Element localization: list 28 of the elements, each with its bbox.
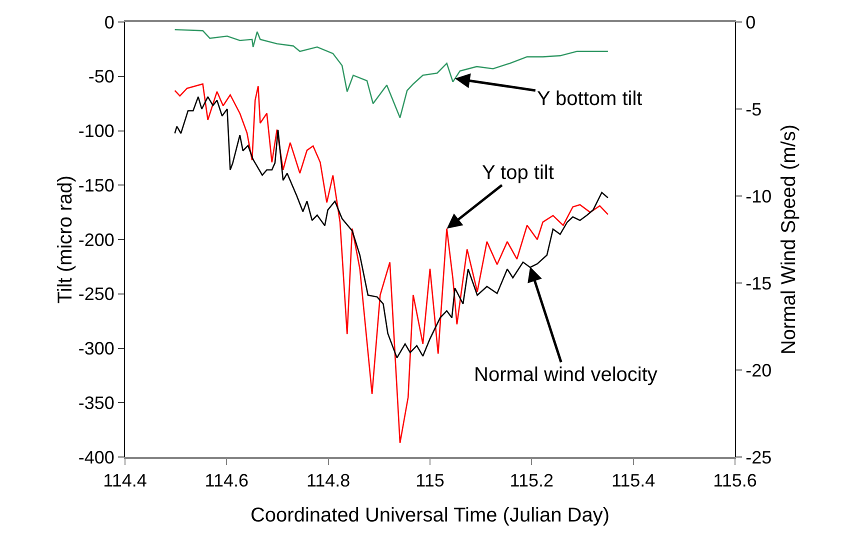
y-tick-label: -350 [78, 392, 114, 413]
y-tick-label: -100 [78, 121, 114, 142]
y-tick-label: -300 [78, 338, 114, 359]
y-tick-label: -400 [78, 447, 114, 468]
y-tick-label: -150 [78, 175, 114, 196]
annotation: Y bottom tilt [537, 88, 643, 110]
y2-axis-title: Normal Wind Speed (m/s) [778, 124, 800, 355]
annotation: Normal wind velocity [474, 364, 658, 386]
y2-tick-label: -25 [746, 447, 772, 468]
y2-tick-label: -15 [746, 273, 772, 294]
x-tick-label: 115 [416, 470, 444, 491]
x-tick-label: 114.8 [306, 470, 350, 491]
y-tick-label: -250 [78, 284, 114, 304]
y-tick-label: -200 [78, 230, 114, 250]
y-tick-label: -50 [88, 66, 114, 87]
annotation: Y top tilt [482, 162, 554, 184]
x-tick-label: 114.4 [103, 470, 147, 491]
y2-tick-label: 0 [746, 12, 756, 32]
y2-tick-label: -5 [746, 99, 762, 120]
y-axis-title: Tilt (micro rad) [54, 175, 76, 304]
y2-tick-label: -20 [746, 360, 772, 380]
x-tick-label: 115.2 [510, 470, 554, 491]
x-tick-label: 115.4 [611, 470, 656, 491]
y-tick-label: 0 [104, 12, 114, 32]
y2-tick-label: -10 [746, 186, 772, 206]
x-tick-label: 115.6 [713, 470, 757, 491]
x-tick-label: 114.6 [204, 470, 249, 491]
x-axis-title: Coordinated Universal Time (Julian Day) [250, 504, 610, 527]
